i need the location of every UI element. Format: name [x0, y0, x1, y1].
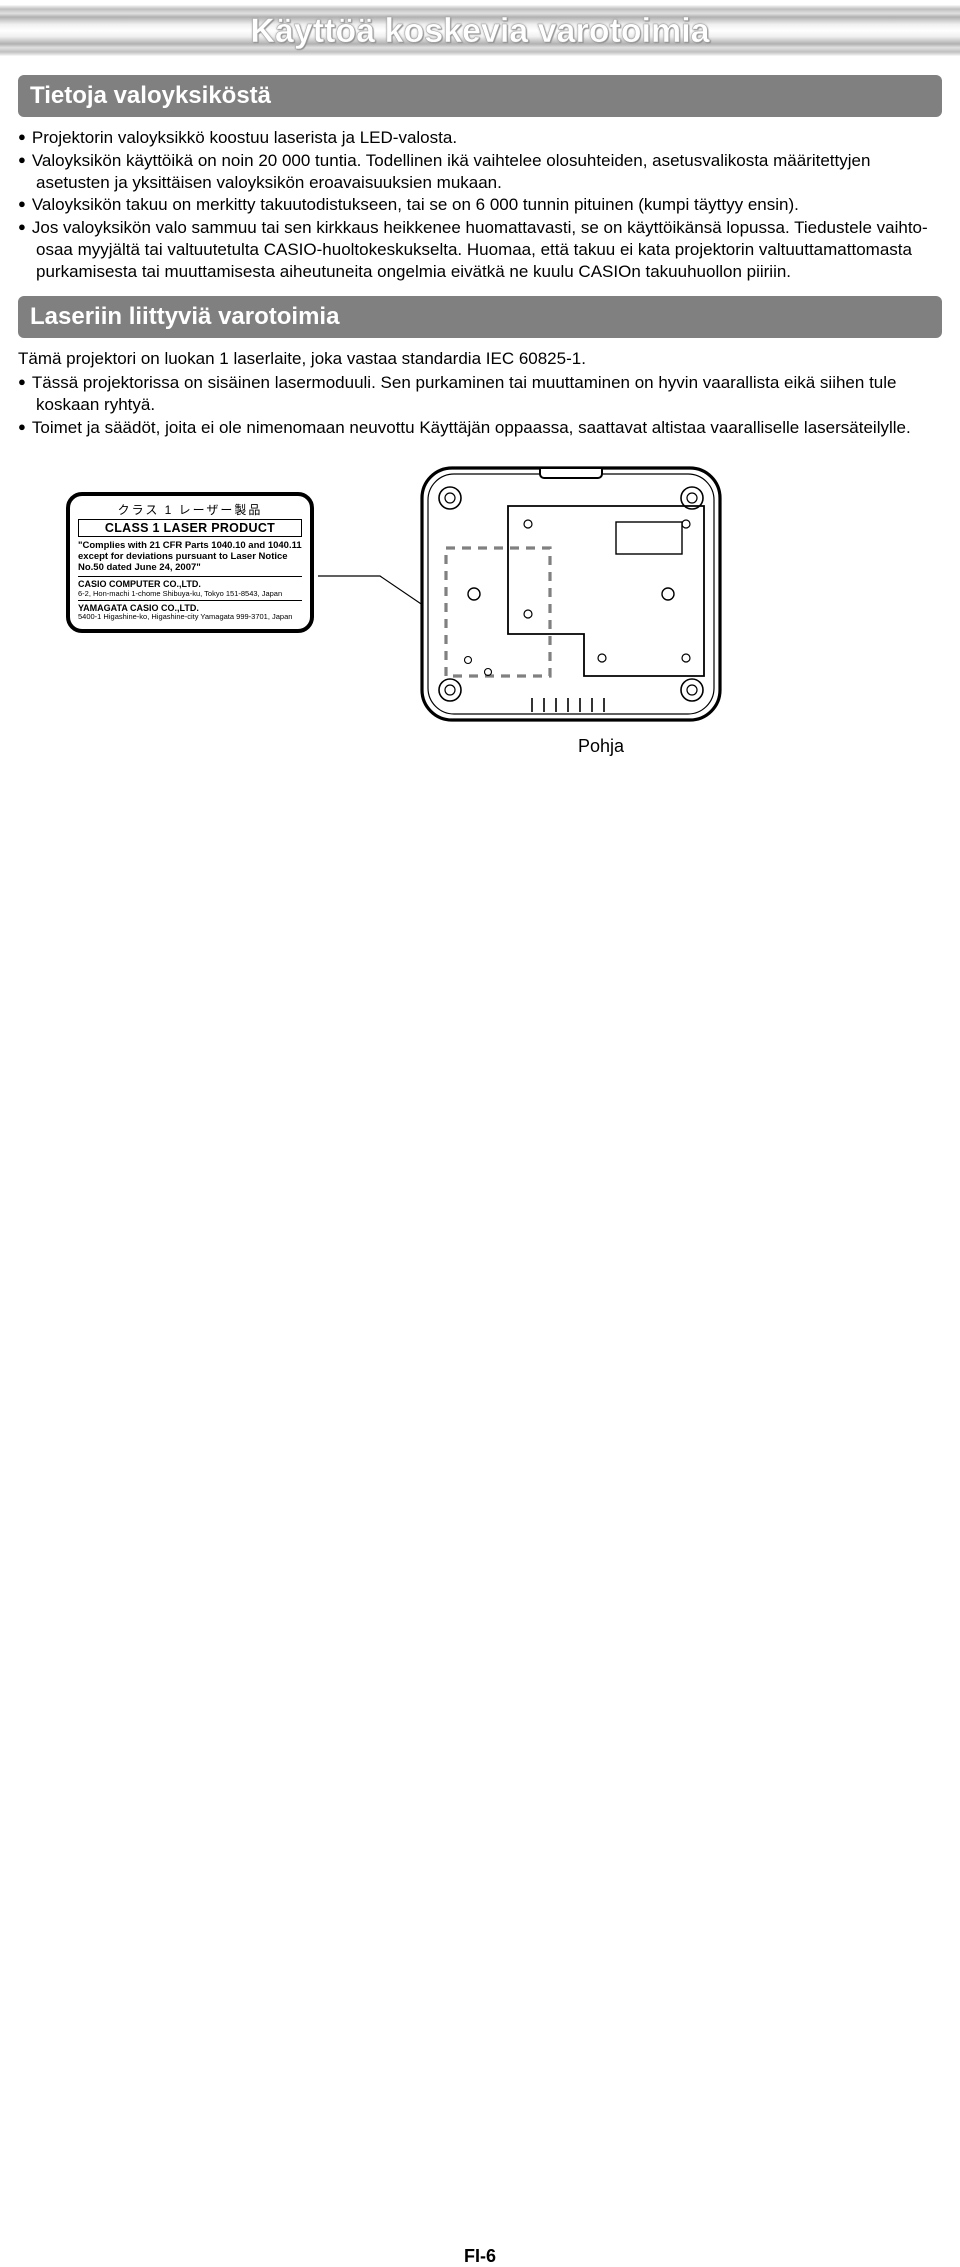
laser-product-label: クラス 1 レーザー製品 CLASS 1 LASER PRODUCT "Comp… — [66, 492, 314, 633]
label-japanese-text: クラス 1 レーザー製品 — [78, 504, 302, 518]
page-title: Käyttöä koskevia varotoimia — [0, 12, 960, 51]
section1-bullet-list: Projektorin valoyksikkö koostuu laserist… — [18, 127, 942, 282]
section2-bullet-list: Tässä projektorissa on sisäinen lasermod… — [18, 372, 942, 438]
list-item: Jos valoyksikön valo sammuu tai sen kirk… — [18, 217, 942, 282]
label-company2-addr: 5400-1 Higashine-ko, Higashine-city Yama… — [78, 613, 302, 621]
section-heading-light-unit: Tietoja valoyksiköstä — [18, 75, 942, 117]
page-number: FI-6 — [0, 2246, 960, 2267]
diagram-caption: Pohja — [578, 736, 624, 757]
section-heading-laser: Laseriin liittyviä varotoimia — [18, 296, 942, 338]
label-class1-box: CLASS 1 LASER PRODUCT — [78, 519, 302, 537]
list-item: Projektorin valoyksikkö koostuu laserist… — [18, 127, 942, 149]
list-item: Toimet ja säädöt, joita ei ole nimenomaa… — [18, 417, 942, 439]
label-divider — [78, 576, 302, 577]
laser-label-diagram: クラス 1 レーザー製品 CLASS 1 LASER PRODUCT "Comp… — [18, 456, 942, 776]
section1-body: Projektorin valoyksikkö koostuu laserist… — [18, 127, 942, 282]
projector-bottom-view — [416, 462, 726, 732]
list-item: Valoyksikön takuu on merkitty takuutodis… — [18, 194, 942, 216]
list-item: Tässä projektorissa on sisäinen lasermod… — [18, 372, 942, 416]
label-divider — [78, 600, 302, 601]
label-company1-addr: 6-2, Hon-machi 1-chome Shibuya-ku, Tokyo… — [78, 590, 302, 598]
section2-body: Tämä projektori on luokan 1 laserlaite, … — [18, 348, 942, 438]
page-title-banner: Käyttöä koskevia varotoimia — [0, 0, 960, 61]
list-item: Valoyksikön käyttöikä on noin 20 000 tun… — [18, 150, 942, 194]
label-compliance-text: "Complies with 21 CFR Parts 1040.10 and … — [78, 541, 302, 573]
section2-intro: Tämä projektori on luokan 1 laserlaite, … — [18, 348, 942, 370]
